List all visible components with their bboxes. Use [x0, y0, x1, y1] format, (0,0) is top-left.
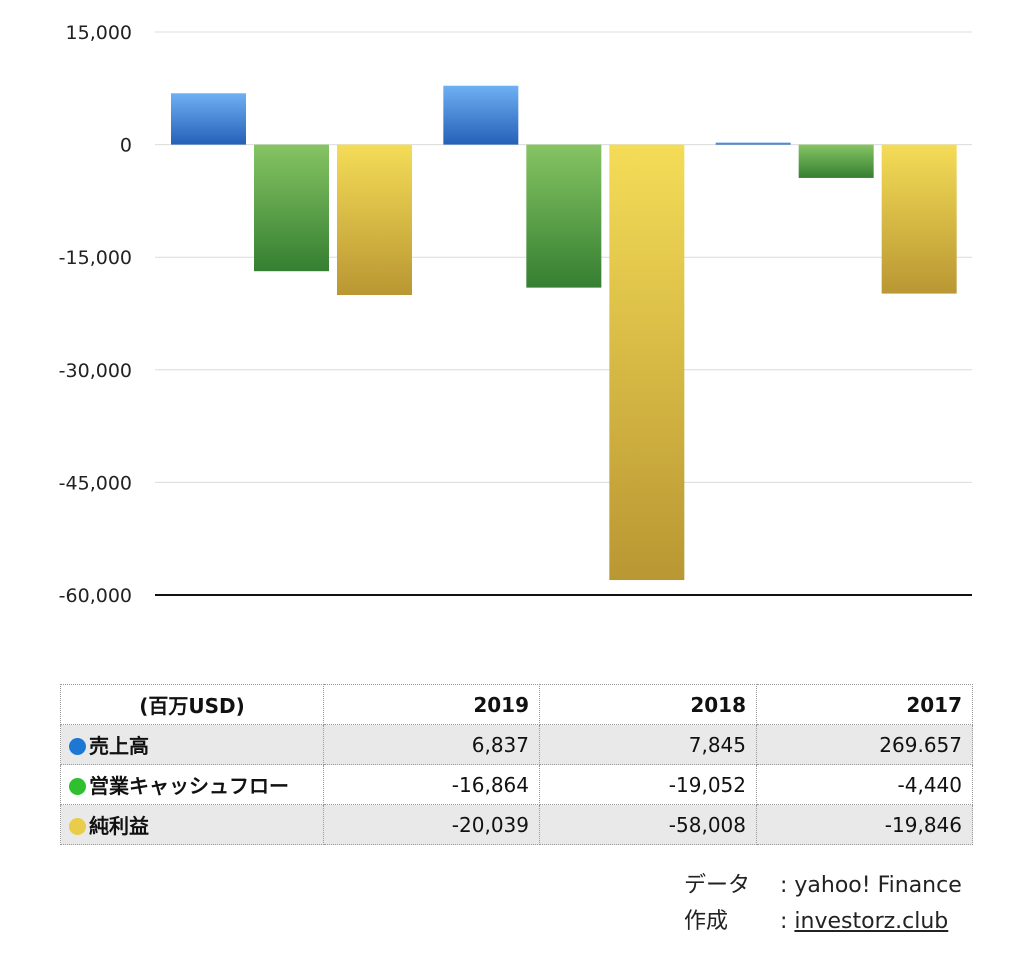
- bar-net-income: [881, 144, 957, 294]
- data-source-value: : yahoo! Finance: [780, 873, 962, 898]
- table-row: 営業キャッシュフロー -16,864 -19,052 -4,440: [60, 764, 973, 805]
- year-header: 2019: [323, 684, 540, 725]
- table-cell: 269.657: [756, 724, 973, 765]
- bar-operating-cf: [526, 144, 602, 288]
- bar-net-income: [609, 144, 685, 581]
- blue-dot-icon: [69, 738, 86, 755]
- bars: [171, 85, 957, 581]
- author-key: 作成: [684, 909, 729, 934]
- yellow-dot-icon: [69, 818, 86, 835]
- table-header-row: (百万USD) 2019 2018 2017: [60, 684, 973, 725]
- y-tick-label: -15,000: [59, 247, 132, 269]
- table-cell: -16,864: [323, 764, 540, 805]
- green-dot-icon: [69, 778, 86, 795]
- unit-label: (百万USD): [60, 684, 324, 725]
- year-header: 2017: [756, 684, 973, 725]
- row-label-revenue: 売上高: [60, 724, 324, 765]
- bar-net-income: [337, 144, 412, 296]
- table-cell: 7,845: [539, 724, 757, 765]
- bar-operating-cf: [254, 144, 329, 272]
- bar-operating-cf: [798, 144, 874, 178]
- data-source-key: データ: [684, 873, 751, 898]
- row-label-operating-cf: 営業キャッシュフロー: [60, 764, 324, 805]
- y-tick-label: -60,000: [59, 585, 132, 607]
- bar-revenue: [171, 93, 246, 145]
- data-table: (百万USD) 2019 2018 2017 売上高 6,837 7,845 2…: [60, 684, 973, 845]
- row-label-text: 売上高: [89, 734, 149, 758]
- y-tick-label: 0: [120, 135, 132, 157]
- author-link[interactable]: investorz.club: [794, 909, 949, 934]
- author-prefix: :: [780, 909, 795, 934]
- year-header: 2018: [539, 684, 757, 725]
- y-axis-ticks: 15,000 0 -15,000 -30,000 -45,000 -60,000: [59, 22, 132, 607]
- author-line: 作成: investorz.club: [684, 904, 962, 940]
- data-source-line: データ : yahoo! Finance: [684, 868, 962, 904]
- table-cell: -4,440: [756, 764, 973, 805]
- table-cell: -20,039: [323, 804, 540, 845]
- credits: データ : yahoo! Finance 作成: investorz.club: [684, 868, 962, 940]
- bar-chart: 15,000 0 -15,000 -30,000 -45,000 -60,000: [59, 22, 972, 607]
- bar-revenue: [443, 85, 519, 145]
- y-tick-label: -30,000: [59, 360, 132, 382]
- table-cell: 6,837: [323, 724, 540, 765]
- table-row: 売上高 6,837 7,845 269.657: [60, 724, 973, 765]
- table-cell: -58,008: [539, 804, 757, 845]
- table-cell: -19,052: [539, 764, 757, 805]
- y-tick-label: 15,000: [66, 22, 132, 44]
- bar-revenue: [715, 142, 791, 145]
- row-label-net-income: 純利益: [60, 804, 324, 845]
- table-cell: -19,846: [756, 804, 973, 845]
- table-row: 純利益 -20,039 -58,008 -19,846: [60, 804, 973, 845]
- y-tick-label: -45,000: [59, 472, 132, 494]
- row-label-text: 営業キャッシュフロー: [89, 774, 289, 798]
- row-label-text: 純利益: [89, 814, 149, 838]
